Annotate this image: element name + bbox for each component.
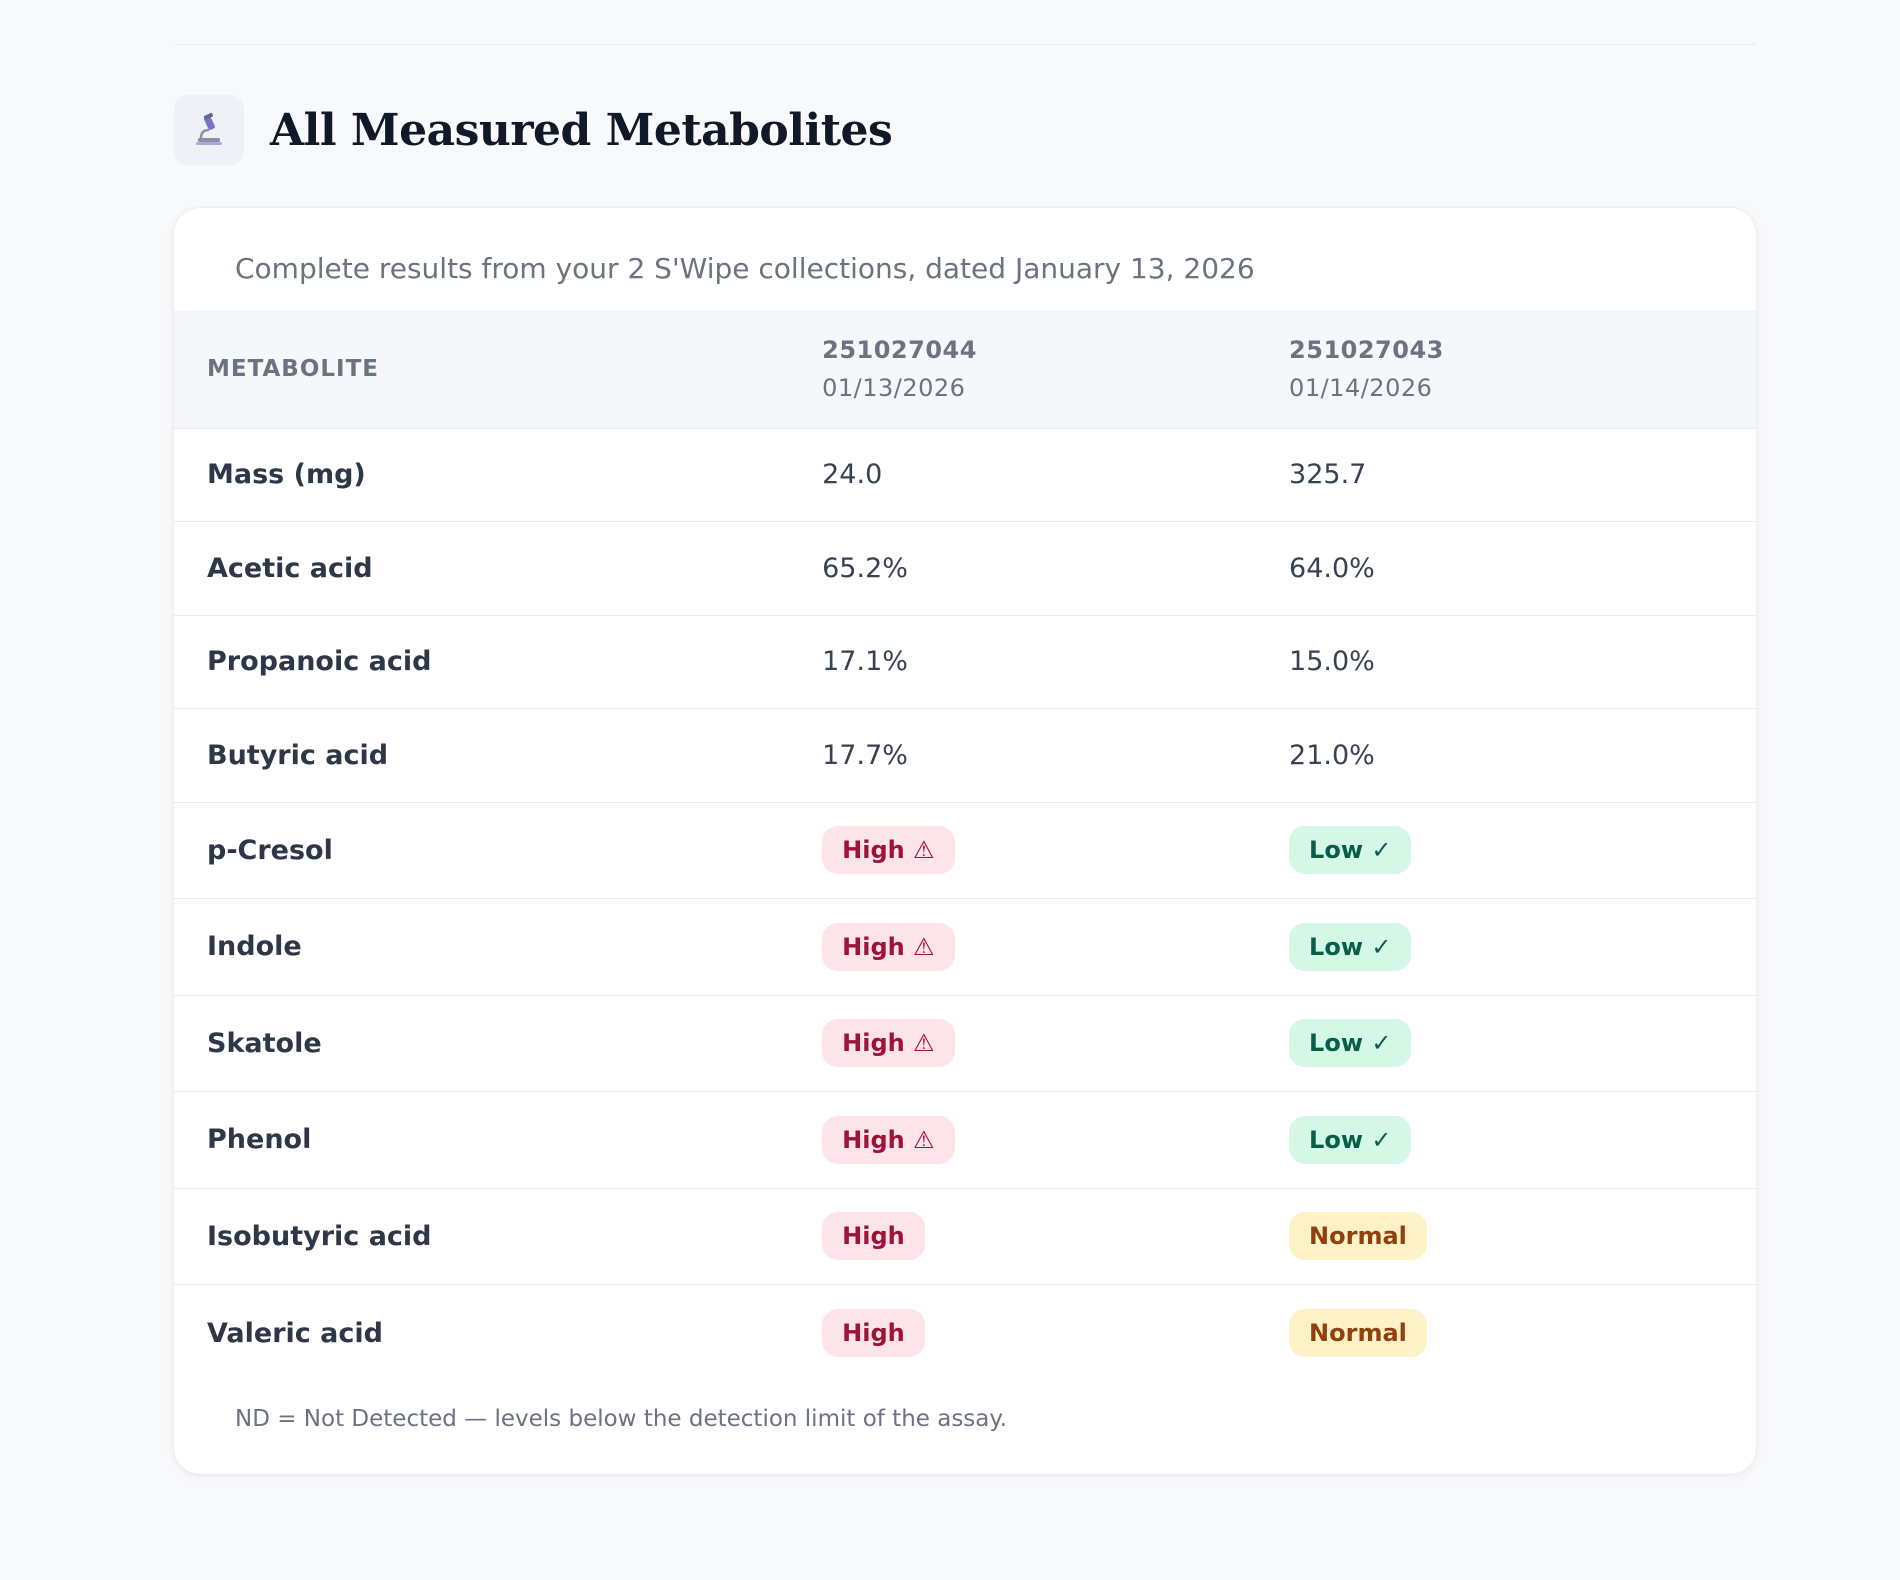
microscope-icon — [174, 95, 244, 165]
status-badge-high: High ⚠ — [822, 1019, 955, 1068]
table-row: Valeric acid High Normal — [174, 1284, 1756, 1382]
card-description: Complete results from your 2 S'Wipe coll… — [235, 252, 1255, 285]
status-badge-low: Low ✓ — [1289, 1019, 1412, 1068]
status-badge-high: High — [822, 1309, 925, 1357]
column-header-sample-2: 251027043 01/14/2026 — [1289, 310, 1756, 428]
table-row: Isobutyric acid High Normal — [174, 1188, 1756, 1285]
table-row: Acetic acid 65.2% 64.0% — [174, 521, 1756, 616]
table-row: Butyric acid 17.7% 21.0% — [174, 708, 1756, 803]
table-row: Phenol High ⚠ Low ✓ — [174, 1091, 1756, 1189]
section-header: All Measured Metabolites — [174, 94, 893, 166]
metabolite-name: Skatole — [207, 1027, 322, 1059]
status-badge-high: High ⚠ — [822, 922, 955, 971]
metabolite-value: 65.2% — [822, 552, 908, 584]
metabolite-name: p-Cresol — [207, 834, 333, 866]
metabolite-name: Mass (mg) — [207, 459, 366, 491]
status-badge-high: High ⚠ — [822, 826, 955, 875]
footnote: ND = Not Detected — levels below the det… — [235, 1406, 1008, 1432]
metabolite-name: Propanoic acid — [207, 646, 432, 678]
metabolite-name: Phenol — [207, 1124, 312, 1156]
section-title: All Measured Metabolites — [270, 104, 893, 156]
status-badge-high: High — [822, 1212, 925, 1261]
status-badge-high: High ⚠ — [822, 1115, 955, 1164]
metabolites-card: Complete results from your 2 S'Wipe coll… — [174, 208, 1756, 1474]
column-header-metabolite: METABOLITE — [207, 355, 379, 382]
sample-id: 251027043 — [1289, 335, 1444, 364]
table-row: p-Cresol High ⚠ Low ✓ — [174, 802, 1756, 899]
metabolite-name: Acetic acid — [207, 552, 373, 584]
metabolite-value: 325.7 — [1289, 459, 1367, 491]
table-row: Indole High ⚠ Low ✓ — [174, 898, 1756, 996]
metabolite-value: 15.0% — [1289, 646, 1375, 678]
metabolite-name: Isobutyric acid — [207, 1220, 432, 1252]
metabolites-table: METABOLITE 251027044 01/13/2026 25102704… — [174, 310, 1756, 1381]
status-badge-normal: Normal — [1289, 1309, 1427, 1357]
top-divider — [174, 44, 1756, 45]
column-header-sample-1: 251027044 01/13/2026 — [822, 310, 1289, 428]
table-row: Mass (mg) 24.0 325.7 — [174, 428, 1756, 522]
status-badge-low: Low ✓ — [1289, 922, 1412, 971]
table-header-row: METABOLITE 251027044 01/13/2026 25102704… — [174, 310, 1756, 428]
status-badge-normal: Normal — [1289, 1212, 1427, 1261]
metabolite-value: 17.7% — [822, 739, 908, 771]
sample-date: 01/14/2026 — [1289, 373, 1433, 402]
status-badge-low: Low ✓ — [1289, 1115, 1412, 1164]
status-badge-low: Low ✓ — [1289, 826, 1412, 875]
metabolite-value: 17.1% — [822, 646, 908, 678]
metabolite-value: 64.0% — [1289, 552, 1375, 584]
metabolite-name: Indole — [207, 931, 302, 963]
metabolite-value: 24.0 — [822, 459, 883, 491]
metabolite-name: Butyric acid — [207, 739, 389, 771]
metabolite-name: Valeric acid — [207, 1317, 383, 1349]
sample-date: 01/13/2026 — [822, 373, 966, 402]
sample-id: 251027044 — [822, 335, 977, 364]
table-row: Propanoic acid 17.1% 15.0% — [174, 615, 1756, 709]
metabolite-value: 21.0% — [1289, 739, 1375, 771]
table-row: Skatole High ⚠ Low ✓ — [174, 995, 1756, 1092]
